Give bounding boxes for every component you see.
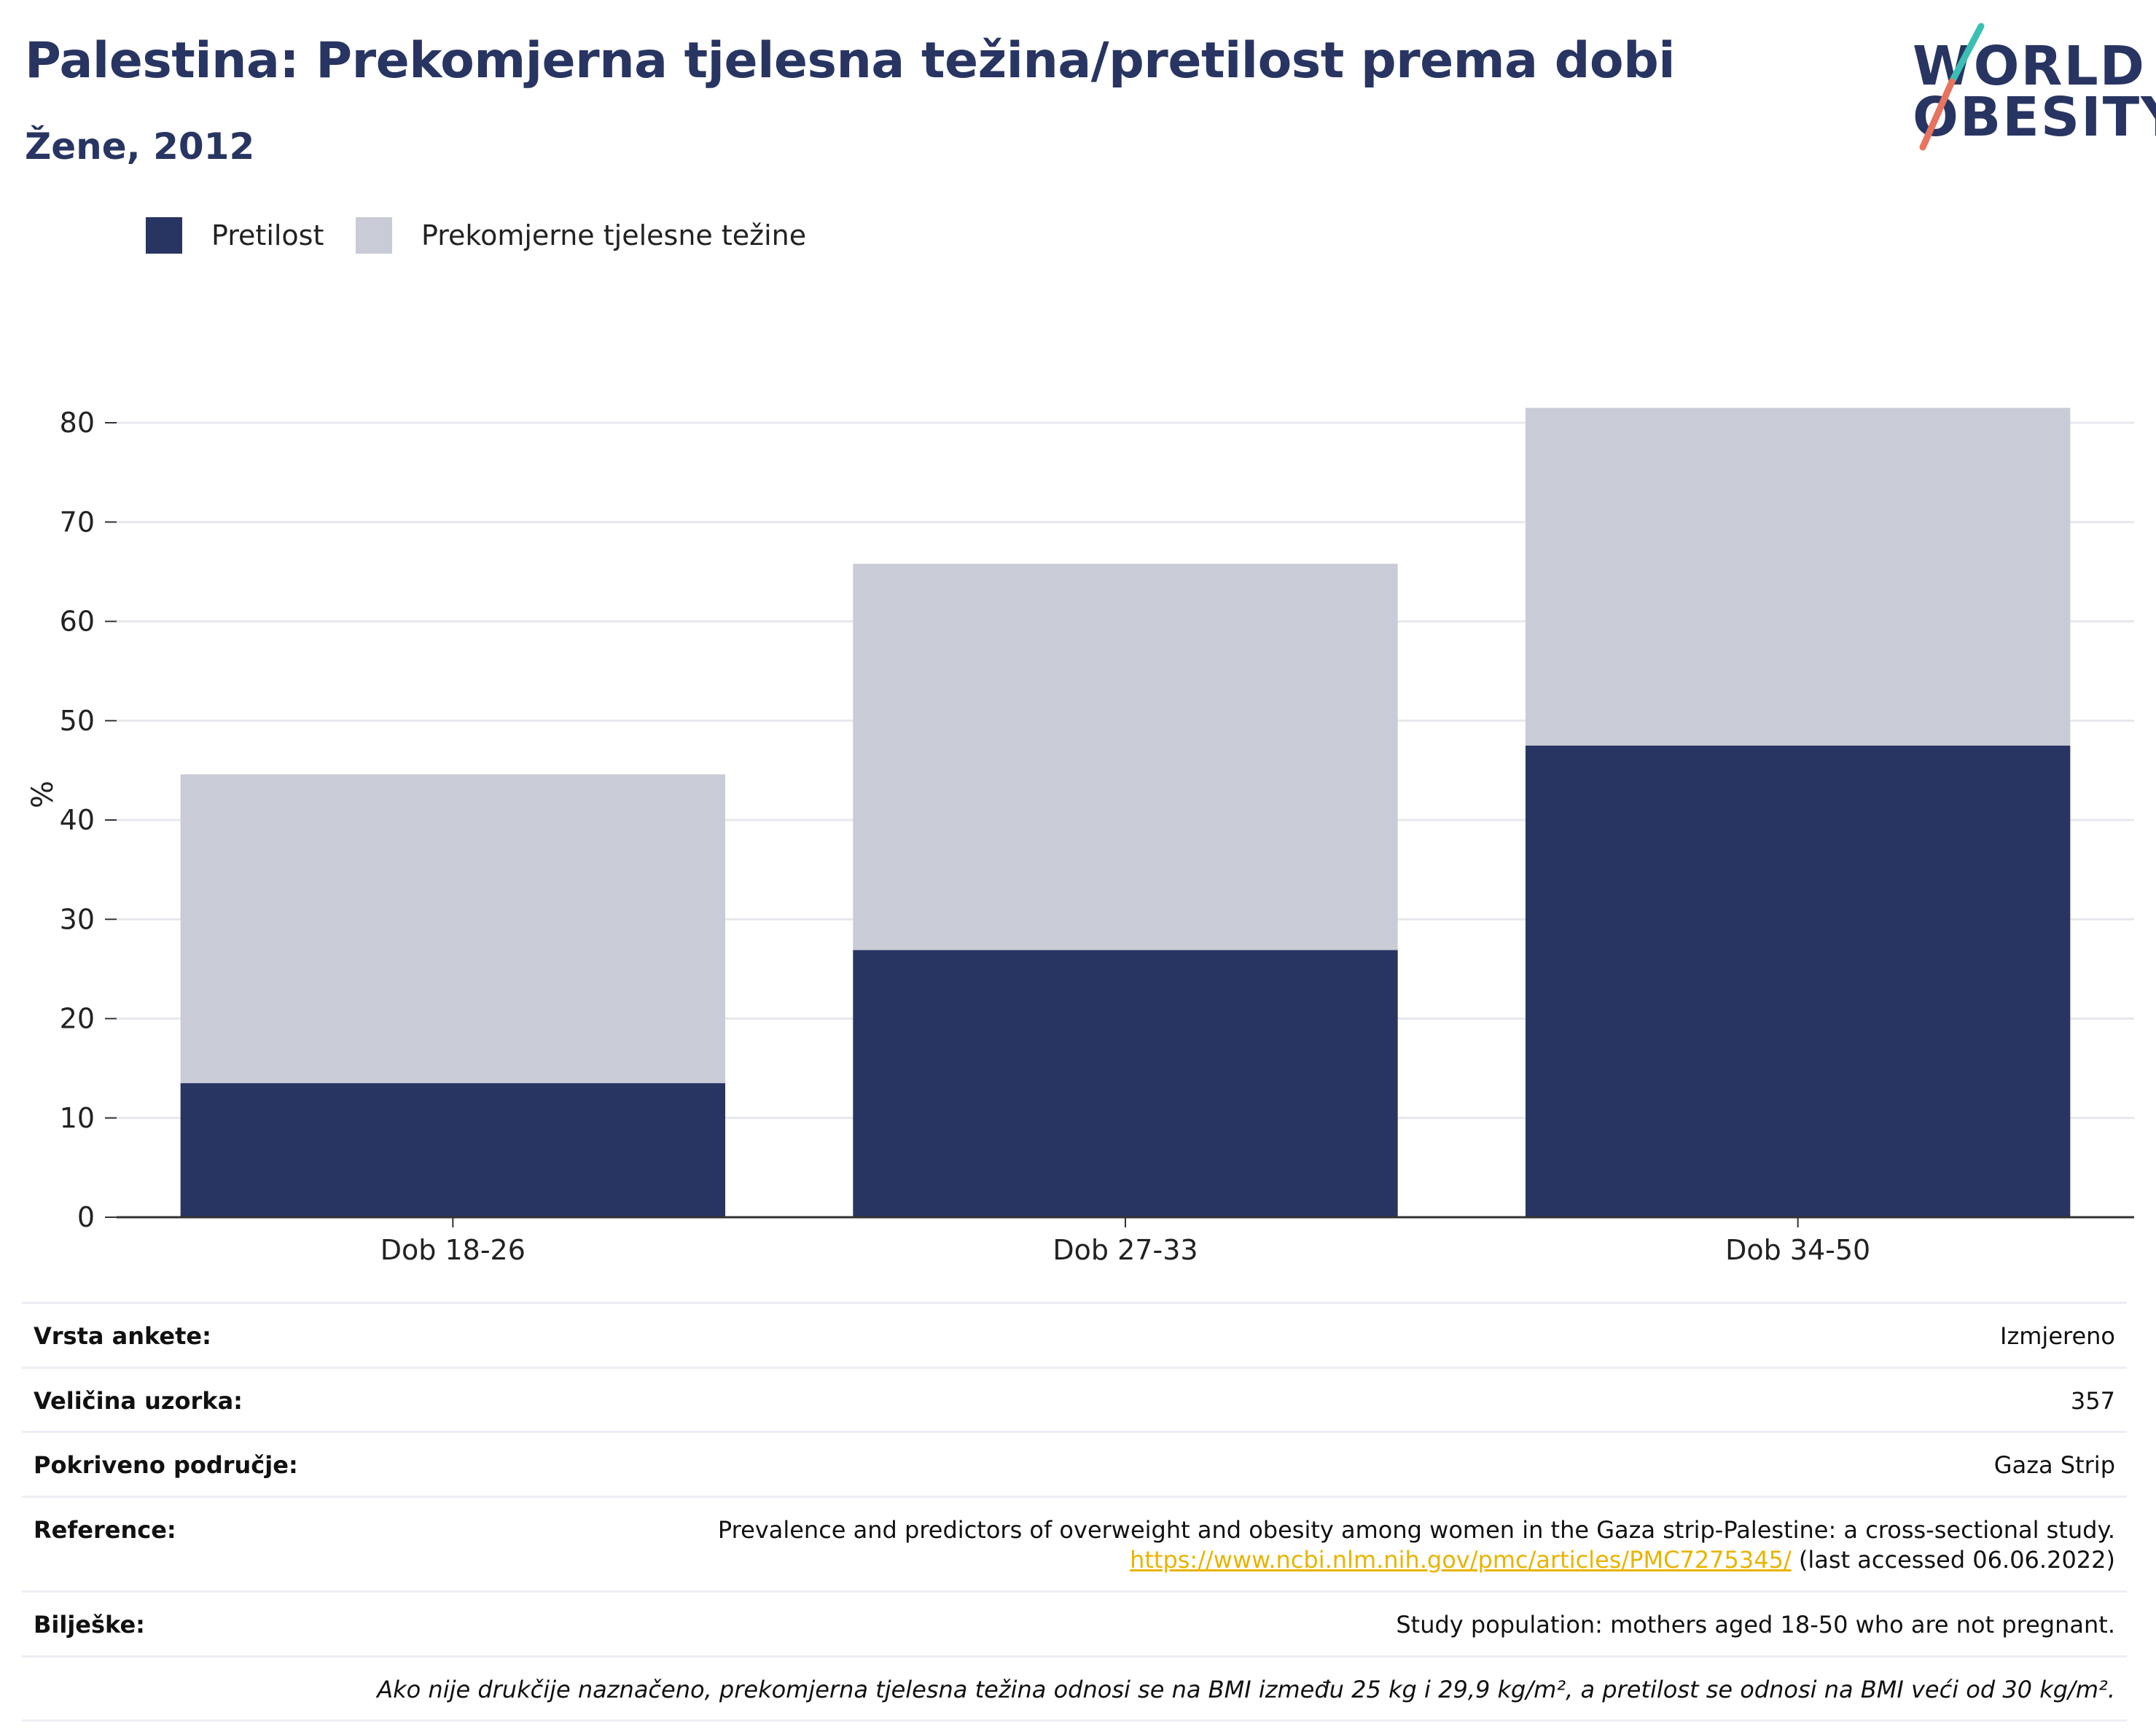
x-tick-label: Dob 18-26	[380, 1234, 526, 1266]
bar-overweight	[180, 774, 726, 1084]
axes: 0 10 20 30 40 50 60 70 80 Dob 18-26 Dob 27-33 Dob 3…	[60, 407, 2134, 1266]
legend-item-overweight: Prekomjerne tjelesne težine	[356, 216, 806, 255]
info-row-definition: Ako nije drukčije naznačeno, prekomjerna…	[22, 1657, 2127, 1722]
logo-word-bottom: OBESITY	[1913, 86, 2156, 149]
info-value: Gaza Strip	[1993, 1451, 2115, 1480]
y-tick-label: 20	[60, 1003, 95, 1035]
info-row-reference: Reference: Prevalence and predictors of …	[22, 1498, 2127, 1593]
x-tick-label: Dob 34-50	[1725, 1234, 1870, 1266]
reference-accessed: (last accessed 06.06.2022)	[1798, 1546, 2115, 1574]
world-obesity-logo: WORLD OBESITY	[1895, 22, 2156, 153]
info-value: Prevalence and predictors of overweight …	[718, 1515, 2115, 1576]
bars	[180, 407, 2071, 1217]
y-tick-label: 10	[60, 1102, 95, 1134]
bar-obesity	[1525, 745, 2071, 1217]
y-axis-title: %	[26, 781, 60, 808]
info-key: Pokriveno područje:	[34, 1451, 298, 1480]
y-tick-label: 30	[60, 903, 95, 935]
y-tick-label: 50	[60, 705, 95, 737]
reference-title: Prevalence and predictors of overweight …	[717, 1515, 2115, 1544]
y-tick-label: 40	[60, 804, 95, 836]
info-key: Reference:	[34, 1515, 176, 1544]
legend-item-obesity: Pretilost	[146, 216, 324, 255]
info-table: Vrsta ankete: Izmjereno Veličina uzorka:…	[22, 1302, 2127, 1722]
logo-slash-icon	[1919, 23, 1985, 151]
legend-swatch-overweight	[356, 217, 392, 254]
bar-obesity	[180, 1083, 726, 1217]
legend-swatch-obesity	[146, 217, 182, 254]
y-tick-label: 60	[60, 606, 95, 638]
legend-label-overweight: Prekomjerne tjelesne težine	[421, 219, 807, 251]
bar-obesity	[853, 950, 1398, 1217]
info-row-sample-size: Veličina uzorka: 357	[22, 1369, 2127, 1434]
info-row-coverage: Pokriveno područje: Gaza Strip	[22, 1433, 2127, 1498]
page-subtitle: Žene, 2012	[25, 125, 255, 168]
info-key: Veličina uzorka:	[34, 1386, 243, 1415]
info-key: Vrsta ankete:	[34, 1322, 211, 1350]
stacked-bar-chart: 0 10 20 30 40 50 60 70 80 Dob 18-26 Dob 27-33 Dob 3…	[26, 407, 2134, 1266]
bar-overweight	[1525, 407, 2071, 746]
info-value: 357	[2070, 1386, 2115, 1415]
reference-link[interactable]: https://www.ncbi.nlm.nih.gov/pmc/article…	[1130, 1546, 1792, 1574]
info-value: Izmjereno	[2000, 1322, 2115, 1350]
bar-overweight	[853, 563, 1398, 950]
y-tick-label: 80	[60, 407, 95, 439]
info-row-survey-type: Vrsta ankete: Izmjereno	[22, 1304, 2127, 1369]
y-tick-label: 0	[77, 1201, 95, 1233]
x-tick-label: Dob 27-33	[1052, 1234, 1198, 1266]
y-tick-label: 70	[60, 506, 95, 538]
legend-label-obesity: Pretilost	[211, 219, 324, 251]
info-row-notes: Bilješke: Study population: mothers aged…	[22, 1593, 2127, 1657]
page-title: Palestina: Prekomjerna tjelesna težina/p…	[25, 32, 1676, 90]
info-key: Bilješke:	[34, 1610, 145, 1639]
definition-note: Ako nije drukčije naznačeno, prekomjerna…	[377, 1675, 2115, 1703]
info-value: Study population: mothers aged 18-50 who…	[1396, 1610, 2115, 1639]
